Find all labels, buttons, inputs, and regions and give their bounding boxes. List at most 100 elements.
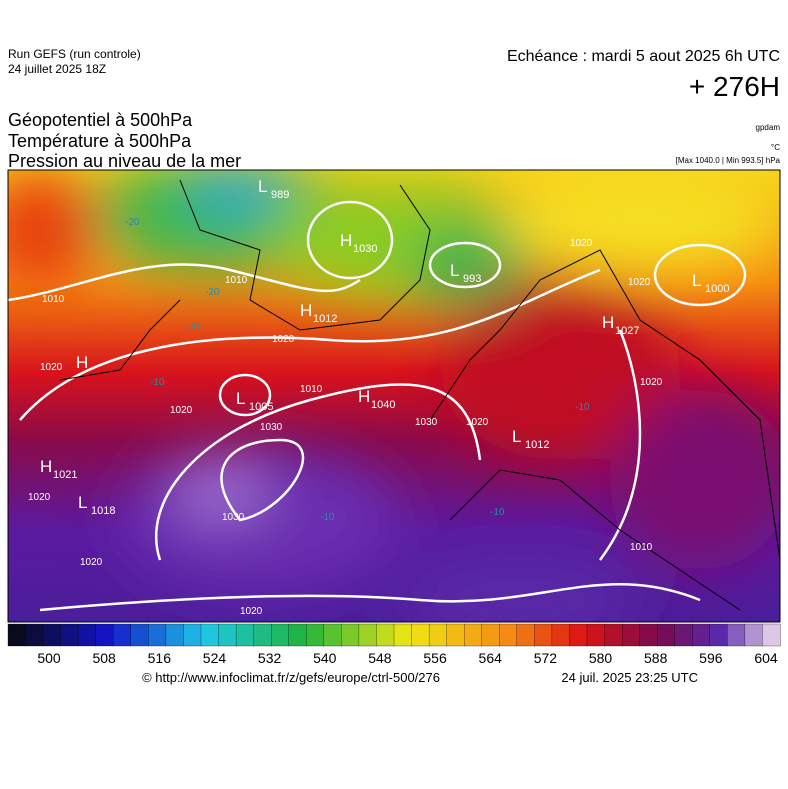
colorbar-swatch (358, 623, 378, 647)
title: Température à 500hPa (8, 131, 192, 151)
footer-timestamp: 24 juil. 2025 23:25 UTC (561, 670, 698, 685)
isobar-label: 1010 (42, 294, 65, 305)
temperature-label: -20 (125, 217, 140, 228)
center-value: 1012 (313, 313, 337, 325)
isobar-label: 1030 (260, 422, 283, 433)
center-value: 1012 (525, 439, 549, 451)
colorbar-swatch (183, 623, 202, 647)
center-letter: H (76, 353, 88, 372)
center-value: 1018 (91, 505, 115, 517)
echeance: Echéance : mardi 5 aout 2025 6h UTC (507, 48, 780, 65)
center-letter: H (602, 313, 614, 332)
isobar-label: 1020 (80, 557, 103, 568)
colorbar-swatch (376, 623, 395, 647)
colorbar-swatch (200, 623, 220, 647)
center-letter: H (40, 457, 52, 476)
run-label: Run GEFS (run controle) (8, 47, 141, 61)
colorbar-swatch (639, 623, 658, 647)
isobar-label: 1020 (240, 606, 263, 617)
lead-time: + 276H (689, 71, 780, 102)
center-letter: L (450, 261, 459, 280)
colorbar-tick-label: 556 (423, 650, 447, 666)
colorbar-swatch (586, 623, 606, 647)
unit: gpdam (756, 123, 781, 132)
colorbar-tick-label: 604 (754, 650, 778, 666)
center-letter: L (258, 177, 267, 196)
colorbar-tick-label: 564 (479, 650, 503, 666)
isobar-label: 1020 (466, 417, 489, 428)
colorbar-tick-label: 524 (203, 650, 227, 666)
colorbar-swatch (288, 623, 307, 647)
colorbar-swatch (499, 623, 518, 647)
isobar-label: 1010 (225, 275, 248, 286)
title: Géopotentiel à 500hPa (8, 110, 193, 130)
center-value: 1030 (353, 243, 377, 255)
colorbar-swatch (604, 623, 623, 647)
isobar-label: 1020 (640, 377, 663, 388)
colorbar-swatch (253, 623, 272, 647)
colorbar-swatch (7, 623, 27, 647)
colorbar-swatch (165, 623, 185, 647)
colorbar-swatch (727, 623, 746, 647)
temperature-label: -10 (150, 377, 165, 388)
center-value: 989 (271, 189, 289, 201)
isobar-label: 1030 (415, 417, 438, 428)
colorbar-swatch (411, 623, 430, 647)
isobar-label: 1020 (28, 492, 51, 503)
colorbar-swatch (534, 623, 553, 647)
isobar-label: 1020 (570, 238, 593, 249)
colorbar-swatch (569, 623, 588, 647)
colorbar-swatch (464, 623, 483, 647)
colorbar-tick-label: 548 (368, 650, 392, 666)
center-value: 1005 (249, 401, 273, 413)
center-letter: H (340, 231, 352, 250)
center-value: 1021 (53, 469, 77, 481)
center-letter: H (358, 387, 370, 406)
colorbar-swatch (25, 623, 44, 647)
colorbar-swatch (657, 623, 676, 647)
colorbar-tick-label: 500 (37, 650, 61, 666)
unit: [Max 1040.0 | Min 993.5] hPa (676, 156, 781, 165)
colorbar-swatch (428, 623, 448, 647)
colorbar-swatch (621, 623, 641, 647)
colorbar-swatch (341, 623, 360, 647)
unit: °C (771, 143, 780, 152)
colorbar-swatch (42, 623, 62, 647)
center-value: 1000 (705, 283, 729, 295)
center-value: 993 (463, 273, 481, 285)
isobar-label: 1010 (630, 542, 653, 553)
title: Pression au niveau de la mer (8, 151, 241, 171)
colorbar-swatch (218, 623, 237, 647)
colorbar-swatch (674, 623, 693, 647)
colorbar-swatch (95, 623, 114, 647)
temperature-label: -20 (205, 287, 220, 298)
colorbar-swatch (551, 623, 571, 647)
isobar-label: 1020 (40, 362, 63, 373)
run-date: 24 juillet 2025 18Z (8, 62, 106, 76)
temperature-label: -10 (490, 507, 505, 518)
colorbar-swatch (323, 623, 343, 647)
colorbar-swatch (481, 623, 500, 647)
colorbar-swatch (235, 623, 255, 647)
colorbar-tick-label: 540 (313, 650, 337, 666)
isobar-label: 1020 (170, 405, 193, 416)
footer-url: © http://www.infoclimat.fr/z/gefs/europe… (142, 670, 440, 685)
colorbar: 500 508 516 524 532 540 548 556 564 572 580 588 596 6… (7, 623, 781, 666)
colorbar-tick-label: 508 (92, 650, 116, 666)
center-letter: L (692, 271, 701, 290)
map (8, 170, 780, 622)
colorbar-swatch (692, 623, 711, 647)
colorbar-swatch (709, 623, 729, 647)
colorbar-tick-label: 532 (258, 650, 282, 666)
colorbar-swatch (516, 623, 536, 647)
colorbar-tick-label: 596 (699, 650, 723, 666)
map-frame (7, 169, 781, 623)
center-letter: L (78, 493, 87, 512)
colorbar-swatch (446, 623, 465, 647)
isobar-label: 1020 (272, 334, 295, 345)
center-letter: L (236, 389, 245, 408)
colorbar-swatch (130, 623, 150, 647)
colorbar-tick-label: 516 (148, 650, 172, 666)
